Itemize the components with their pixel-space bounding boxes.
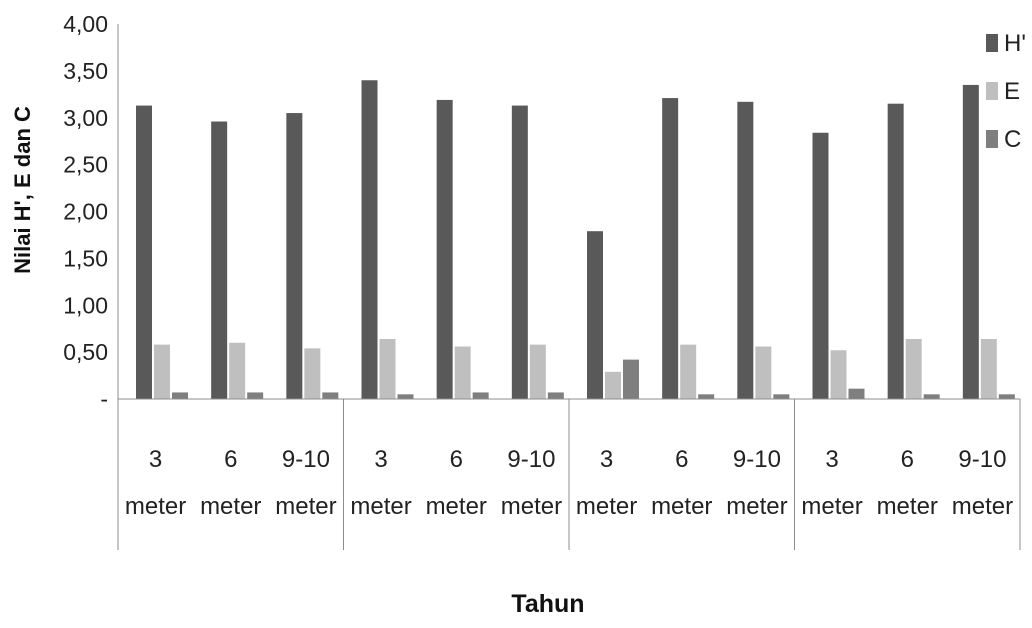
y-tick-label: 2,00 [63, 199, 108, 225]
axes-layer [117, 24, 1021, 550]
x-category-unit: meter [651, 493, 712, 520]
bar-c-7 [623, 359, 639, 399]
labels-layer: - 0,50 1,00 1,50 2,00 2,50 3,00 3,50 4,00 3 meter 6… [63, 11, 1013, 520]
legend-swatch-c [986, 130, 998, 148]
bar-e-8 [680, 344, 697, 399]
bar-h-6 [511, 105, 528, 399]
bar-c-2 [247, 392, 264, 399]
x-category-label: 3 [825, 446, 838, 473]
bar-e-4 [379, 339, 396, 399]
x-category-unit: meter [200, 493, 261, 520]
x-category-unit: meter [801, 493, 862, 520]
bar-c-8 [698, 394, 715, 399]
bar-c-1 [172, 392, 188, 399]
x-category-label: 3 [600, 446, 613, 473]
bar-e-2 [229, 342, 246, 399]
bar-h-12 [962, 84, 979, 399]
y-tick-label: 1,50 [63, 245, 108, 271]
x-category-label: 9-10 [958, 446, 1006, 473]
y-tick-label: 0,50 [63, 339, 108, 365]
bar-e-9 [755, 346, 772, 399]
bar-c-9 [773, 394, 790, 399]
x-category-unit: meter [726, 493, 787, 520]
bar-c-6 [547, 392, 564, 399]
x-category-unit: meter [877, 493, 938, 520]
x-category-label: 3 [149, 446, 162, 473]
x-category-label: 6 [450, 446, 463, 473]
y-tick-label: - [100, 386, 108, 412]
y-tick-label: 2,50 [63, 152, 108, 178]
bar-e-12 [980, 339, 997, 399]
x-category-label: 6 [675, 446, 688, 473]
y-tick-label: 4,00 [63, 11, 108, 37]
bar-h-1 [136, 105, 152, 399]
bar-c-5 [472, 392, 489, 399]
bar-h-4 [361, 80, 378, 399]
bar-h-11 [887, 103, 904, 399]
bar-c-4 [397, 394, 414, 399]
legend-swatch-h [986, 34, 998, 52]
y-tick-label: 3,50 [63, 58, 108, 84]
x-category-label: 9-10 [507, 446, 555, 473]
bar-e-5 [454, 346, 471, 399]
bar-e-6 [529, 344, 546, 399]
bars-layer [136, 80, 1015, 399]
bar-c-12 [998, 394, 1015, 399]
bar-c-10 [848, 388, 865, 399]
legend-swatch-e [986, 82, 998, 100]
bar-e-11 [905, 339, 922, 399]
legend-label-c: C [1004, 126, 1021, 153]
y-tick-label: 3,00 [63, 105, 108, 131]
x-category-unit: meter [576, 493, 637, 520]
x-category-unit: meter [426, 493, 487, 520]
bar-h-8 [662, 98, 679, 399]
bar-h-2 [211, 121, 228, 399]
bar-e-10 [830, 350, 847, 399]
bar-h-3 [286, 113, 303, 399]
y-axis-title: Nilai H', E dan C [10, 106, 35, 274]
x-category-label: 9-10 [282, 446, 330, 473]
legend-label-e: E [1004, 78, 1020, 105]
x-category-unit: meter [275, 493, 336, 520]
legend: H' EC [986, 30, 1026, 153]
x-category-unit: meter [501, 493, 562, 520]
x-category-label: 6 [224, 446, 237, 473]
bar-e-3 [304, 348, 321, 399]
x-category-unit: meter [952, 493, 1013, 520]
legend-label-h: H' [1004, 30, 1026, 57]
bar-c-3 [322, 392, 339, 399]
y-tick-label: 1,00 [63, 292, 108, 318]
x-category-label: 9-10 [733, 446, 781, 473]
bar-h-9 [737, 101, 754, 399]
bar-e-1 [154, 344, 170, 399]
x-category-unit: meter [350, 493, 411, 520]
x-category-label: 6 [901, 446, 914, 473]
bar-h-5 [436, 99, 453, 399]
x-category-label: 3 [374, 446, 387, 473]
x-category-unit: meter [125, 493, 186, 520]
x-axis-title: Tahun [511, 590, 584, 618]
bar-c-11 [923, 394, 940, 399]
bar-e-7 [605, 371, 621, 399]
bar-h-10 [812, 132, 829, 399]
bar-h-7 [587, 231, 603, 399]
